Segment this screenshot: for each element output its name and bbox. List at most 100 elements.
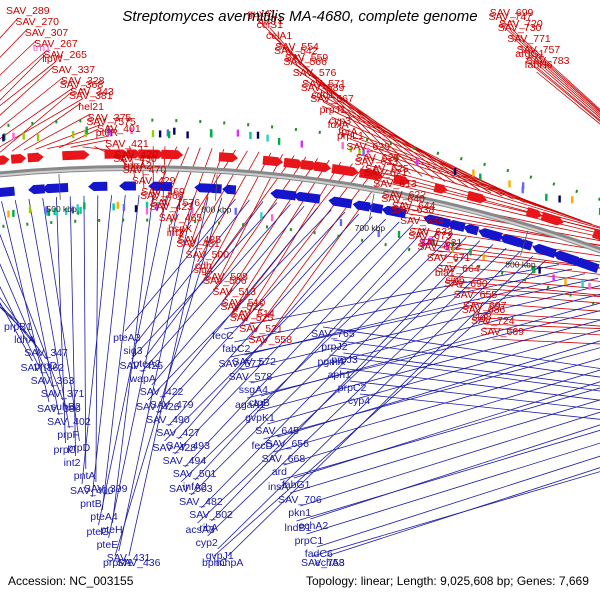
label-leader-line [484,323,600,329]
label-leader-line [510,30,600,112]
label-leader-line [230,277,599,358]
label-leader-line [500,23,600,113]
feature-mark [256,131,260,139]
feature-mark [166,129,169,137]
label-leader-line [250,293,600,384]
reverse-gene-label: prpC2 [338,382,367,394]
forward-gene-label: SAV_669 [480,326,524,338]
label-leader-line [296,429,600,522]
forward-gene-label: SAV_629 [346,141,390,153]
label-leader-line [58,128,99,149]
feature-mark [76,204,79,212]
label-leader-line [273,358,600,453]
label-leader-line [256,319,600,412]
reverse-gene-label: echA2 [298,520,328,532]
scale-tick [520,230,529,256]
feature-mark [112,203,115,211]
reverse-gene-label: SAV_758 [301,557,345,569]
forward-gene-label: SAV_265 [43,49,87,61]
reverse-gene-label: SAV_436 [117,557,161,569]
reverse-gene-label: aph1 [328,369,352,381]
label-leader-line [518,45,600,116]
reverse-gene-arrow [553,250,580,266]
forward-gene-label: SAV_343 [70,86,114,98]
label-leader-line [179,148,213,237]
forward-gene-arrow [10,153,27,164]
label-leader-line [170,147,201,226]
reverse-gene-label: sig3 [123,345,142,357]
label-leader-line [98,195,168,526]
feature-mark [395,154,398,162]
forward-gene-label: SAV_638 [391,204,435,216]
label-leader-line [201,236,467,509]
forward-gene-arrow [525,207,542,219]
reverse-gene-label: pteA2 [133,358,161,370]
forward-gene-label: SAV_485 [178,234,222,246]
feature-mark [571,196,574,204]
forward-gene-label: SAV_699 [490,7,534,19]
label-leader-line [509,34,600,115]
feature-mark [482,253,485,261]
label-leader-line [47,135,110,149]
label-leader-line [145,201,264,358]
reverse-gene-label: fabC2 [222,343,250,355]
label-leader-line [141,204,291,373]
forward-gene-label: SAV_270 [15,16,59,28]
reverse-gene-label: prpJ2 [321,341,347,353]
label-leader-line [11,102,82,152]
forward-gene-label: SAV_771 [507,33,551,45]
reverse-gene-label: SAV_479 [150,399,194,411]
feature-mark [479,173,482,181]
reverse-gene-label: gvpK1 [245,412,275,424]
forward-gene-label: argG1 [515,48,544,60]
label-leader-line [306,442,600,535]
feature-mark [36,134,40,142]
forward-gene-label: rpoA2 [124,160,152,172]
feature-mark [167,131,171,139]
label-leader-line [492,338,600,345]
feature-mark [249,131,252,139]
forward-gene-label: SAV_381 [69,90,113,102]
label-leader-line [187,150,248,252]
forward-gene-arrow [392,174,410,186]
forward-gene-label: SAV_510 [222,297,266,309]
label-leader-line [0,91,72,153]
label-leader-line [367,164,600,229]
forward-gene-label: SAV_747 [489,11,533,23]
forward-gene-label: SAV_508 [204,271,248,283]
feature-mark [472,169,475,177]
label-leader-line [349,380,600,411]
forward-gene-label: SAV_621 [364,167,408,179]
figure-title: Streptomyces avermitilis MA-4680, comple… [122,8,478,25]
label-leader-line [211,240,481,522]
reverse-gene-label: pgmA [318,356,345,368]
forward-gene-label: SAV_672 [417,241,461,253]
feature-mark [236,129,240,137]
forward-gene-label: SAV_420 [115,149,159,161]
feature-mark [191,206,194,214]
forward-gene-label: sig8 [472,311,491,323]
forward-gene-label: celS1 [257,19,283,31]
forward-gene-label: SAV_576 [293,67,337,79]
scale-tick-label: 800 kbp [505,259,536,269]
feature-mark [545,193,548,201]
label-leader-line [124,198,236,332]
label-leader-line [333,339,600,378]
feature-mark [209,129,213,137]
feature-mark [107,127,110,135]
reverse-gene-arrow [42,183,69,194]
feature-mark [588,282,591,290]
label-leader-line [0,39,37,76]
forward-gene-label: SAV_664 [436,263,480,275]
reverse-gene-label: gvpJ1 [206,550,234,562]
reverse-gene-label: SAV_578 [229,371,273,383]
reverse-gene-label: SAV_362 [21,362,65,374]
label-leader-line [300,411,600,507]
reverse-gene-label: SAV_402 [47,416,91,428]
forward-gene-label: prpL1 [337,130,364,142]
feature-mark [234,207,237,215]
reverse-gene-arrow [478,228,503,242]
reverse-gene-label: SAV_502 [189,509,233,521]
reverse-gene-label: lndB1 [285,522,312,534]
